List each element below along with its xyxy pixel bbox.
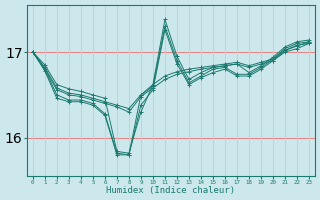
X-axis label: Humidex (Indice chaleur): Humidex (Indice chaleur) [107,186,236,195]
